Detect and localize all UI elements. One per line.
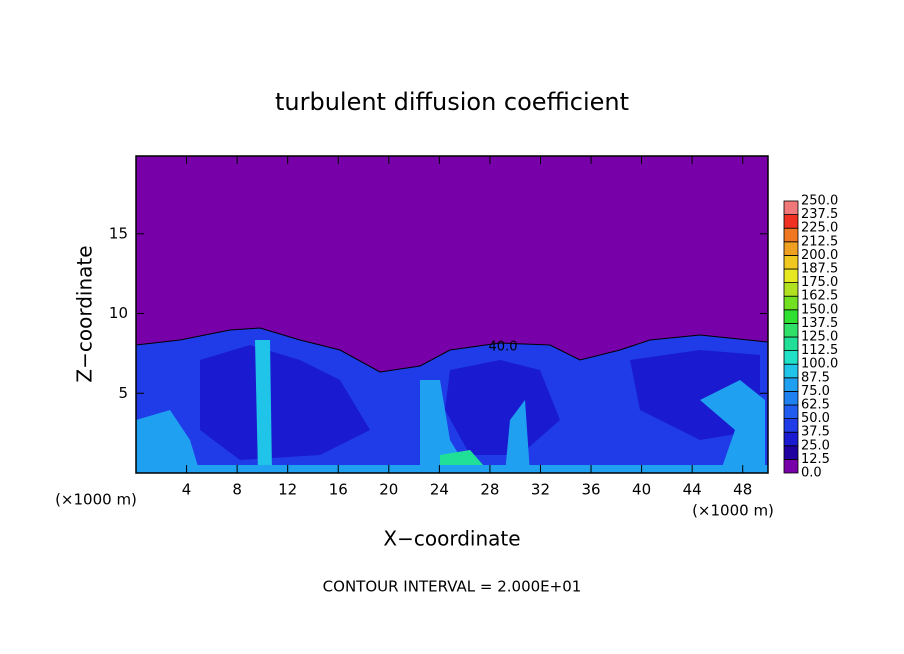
inner-eddy	[445, 360, 560, 455]
x-tick-label: 48	[733, 481, 752, 499]
colorbar-cell	[783, 282, 799, 297]
cyan-patch	[700, 380, 765, 473]
x-tick-label: 24	[430, 481, 449, 499]
colorbar-label: 100.0	[801, 357, 838, 372]
colorbar-cell	[783, 241, 799, 256]
x-tick-label: 4	[182, 481, 192, 499]
colorbar-cell	[783, 445, 799, 460]
colorbar-label: 162.5	[801, 289, 838, 304]
colorbar-label: 37.5	[801, 425, 830, 440]
colorbar-cell	[783, 418, 799, 433]
y-axis-title: Z−coordinate	[73, 245, 97, 382]
x-tick-label: 32	[531, 481, 550, 499]
y-tick-label: 15	[109, 224, 128, 242]
y-tick-label: 10	[109, 304, 128, 322]
x-axis-title: X−coordinate	[383, 527, 520, 551]
contour-label: 40.0	[489, 340, 518, 355]
colorbar-cell	[783, 431, 799, 447]
inner-eddy	[200, 345, 370, 460]
colorbar-cell	[783, 254, 799, 270]
colorbar-label: 75.0	[801, 384, 830, 399]
colorbar-cell	[783, 458, 799, 474]
colorbar-cell	[783, 350, 799, 365]
x-tick-label: 36	[581, 481, 600, 499]
x-tick-label: 40	[632, 481, 651, 499]
colorbar-label: 237.5	[801, 207, 838, 222]
cyan-patch	[255, 340, 272, 473]
colorbar-label: 87.5	[801, 370, 830, 385]
colorbar-cell	[783, 322, 799, 338]
colorbar-cell	[783, 214, 799, 229]
cyan-patch	[420, 380, 470, 473]
colorbar-label: 250.0	[801, 194, 838, 209]
x-tick-label: 28	[480, 481, 499, 499]
colorbar-label: 137.5	[801, 316, 838, 331]
colorbar-label: 62.5	[801, 398, 830, 413]
colorbar-label: 212.5	[801, 234, 838, 249]
colorbar-cell	[783, 309, 799, 324]
cyan-patch	[136, 465, 768, 473]
colorbar-label: 112.5	[801, 343, 838, 358]
x-unit-label: (×1000 m)	[55, 491, 137, 509]
colorbar-cell	[783, 268, 799, 284]
colorbar-label: 150.0	[801, 302, 838, 317]
colorbar-label: 12.5	[801, 452, 830, 467]
annotation: CONTOUR INTERVAL = 2.000E+01	[323, 578, 582, 596]
x-tick-label: 12	[278, 481, 297, 499]
colorbar-label: 200.0	[801, 248, 838, 263]
x-tick-label: 16	[329, 481, 348, 499]
colorbar-cell	[783, 363, 799, 379]
x-unit-label: (×1000 m)	[692, 502, 774, 520]
colorbar-label: 50.0	[801, 411, 830, 426]
colorbar-cell	[783, 404, 799, 420]
colorbar-cell	[783, 200, 799, 216]
plot-frame	[135, 155, 769, 474]
colorbar-cell	[783, 377, 799, 392]
colorbar-label: 187.5	[801, 262, 838, 277]
colorbar-cell	[783, 390, 799, 406]
colorbar-label: 0.0	[801, 466, 822, 481]
y-tick-label: 5	[118, 384, 128, 402]
colorbar-label: 225.0	[801, 221, 838, 236]
x-tick-label: 8	[232, 481, 242, 499]
colorbar-label: 125.0	[801, 330, 838, 345]
x-tick-label: 44	[683, 481, 702, 499]
colorbar-label: 175.0	[801, 275, 838, 290]
colorbar-cell	[783, 227, 799, 243]
colorbar-cell	[783, 295, 799, 311]
colorbar-cell	[783, 336, 799, 352]
cyan-patch	[505, 400, 530, 473]
chart-title: turbulent diffusion coefficient	[275, 88, 629, 116]
colorbar-label: 25.0	[801, 438, 830, 453]
field	[135, 156, 769, 474]
x-tick-label: 20	[379, 481, 398, 499]
cyan-patch	[136, 410, 200, 473]
